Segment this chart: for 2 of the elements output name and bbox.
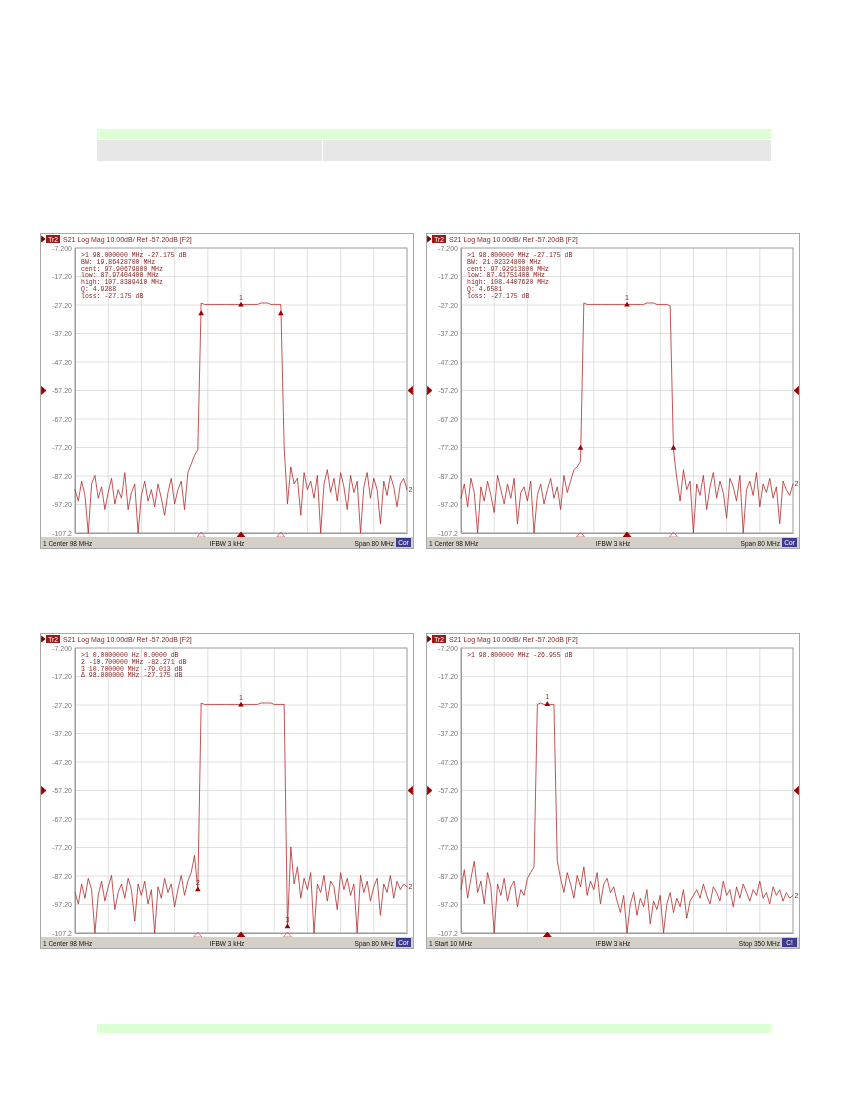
point [284, 923, 291, 929]
point [238, 701, 244, 707]
